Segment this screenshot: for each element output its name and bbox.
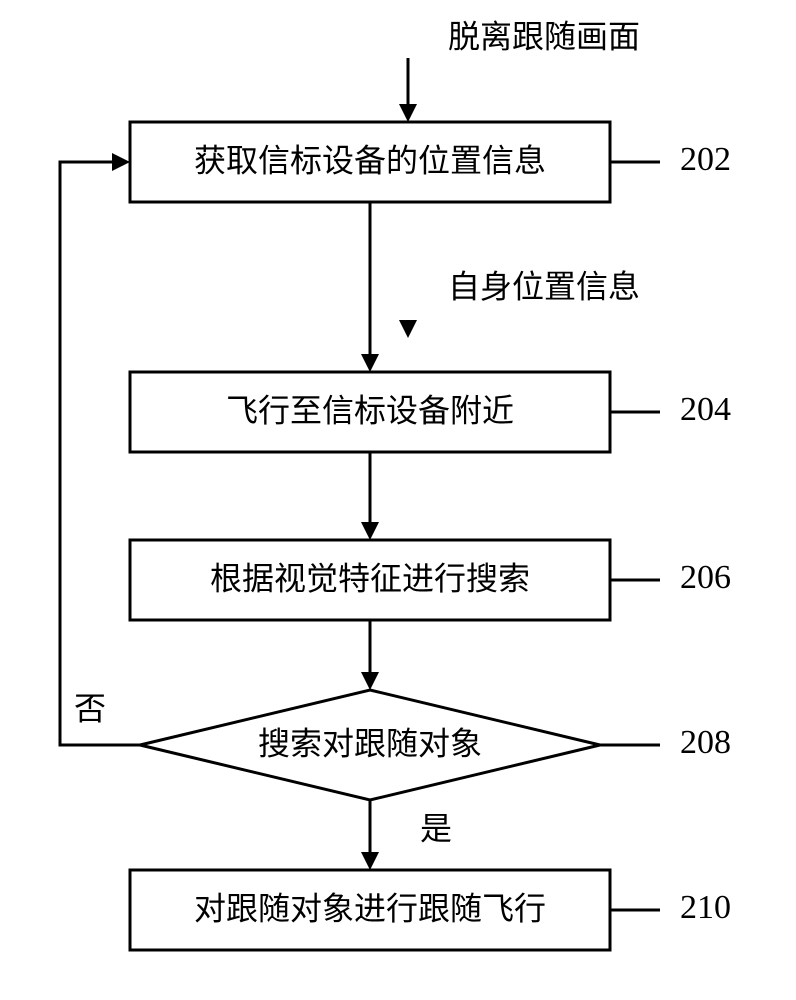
n2-number: 204	[680, 391, 731, 428]
input-top-label: 脱离跟随画面	[448, 18, 640, 54]
n3-label: 根据视觉特征进行搜索	[210, 560, 530, 596]
branch-yes-label: 是	[420, 810, 452, 846]
n1-number: 202	[680, 141, 731, 178]
n1-label: 获取信标设备的位置信息	[194, 142, 546, 178]
n3-number: 206	[680, 559, 731, 596]
loopback-edge	[60, 162, 140, 745]
branch-no-label: 否	[74, 690, 106, 726]
n4-label: 搜索对跟随对象	[258, 725, 482, 761]
input-mid-label: 自身位置信息	[448, 268, 640, 304]
n5-label: 对跟随对象进行跟随飞行	[194, 890, 546, 926]
n2-label: 飞行至信标设备附近	[226, 392, 514, 428]
n4-number: 208	[680, 724, 731, 761]
n5-number: 210	[680, 889, 731, 926]
